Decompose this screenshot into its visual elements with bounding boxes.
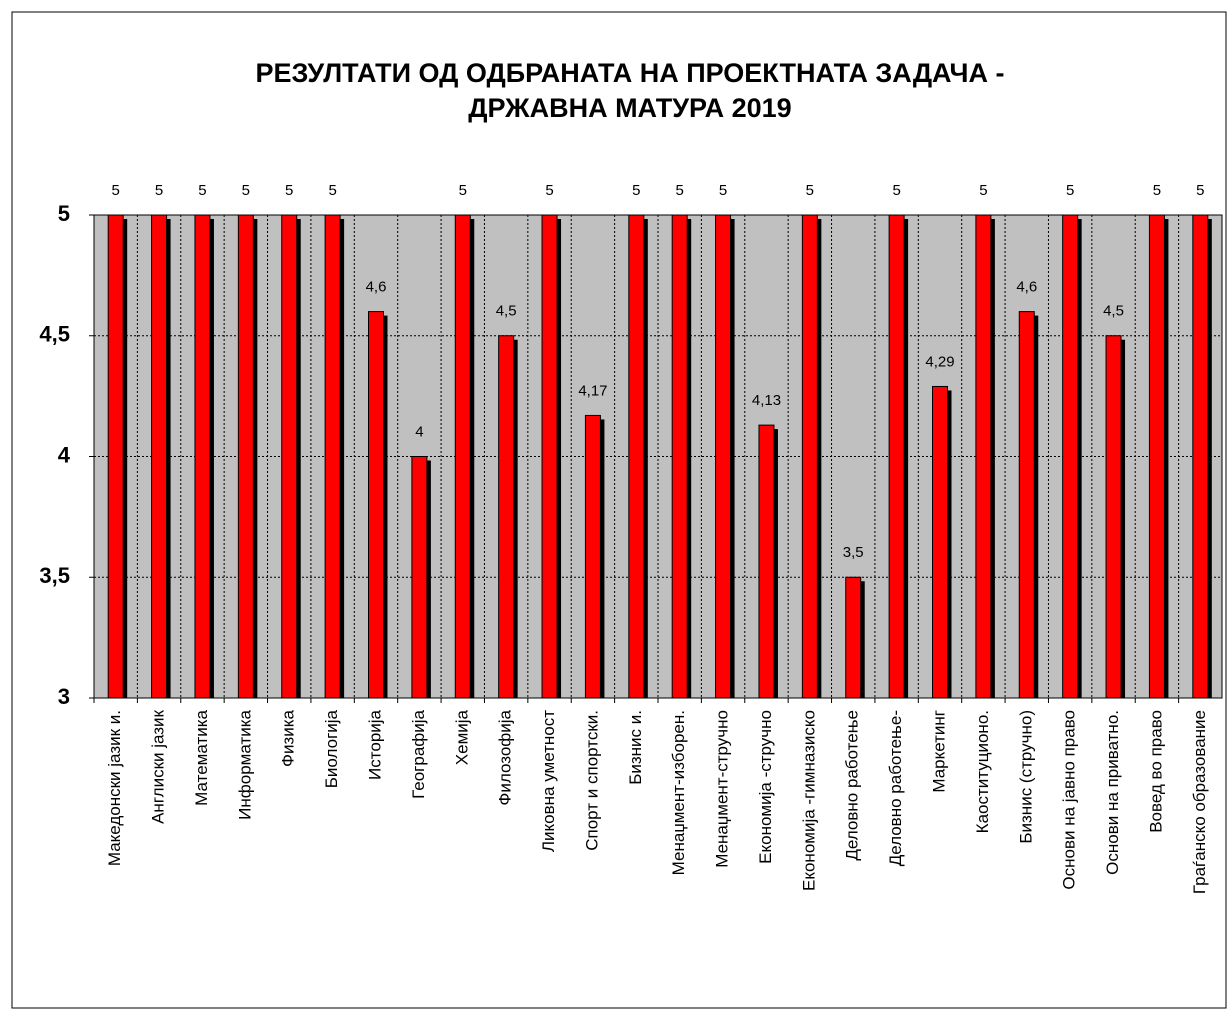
x-tick-label: Бизнис и. [626,710,645,785]
value-label: 5 [328,182,336,199]
bar [454,214,471,699]
value-label: 5 [112,182,120,199]
value-label: 5 [242,182,250,199]
bar [237,214,254,699]
bar [194,214,211,699]
bar [324,214,341,699]
x-tick-label: Географија [409,709,428,798]
x-tick-label: Информатика [235,709,254,819]
bar [628,214,645,699]
bar [932,385,948,699]
bar [975,214,992,699]
value-label: 4,6 [1016,279,1037,296]
bar [107,214,124,699]
bar [715,214,732,699]
y-tick-label: 4 [58,442,71,467]
y-tick-label: 4,5 [39,322,70,347]
x-tick-label: Англиски јазик [149,709,168,823]
bar [1148,214,1165,699]
bar [671,214,688,699]
x-tick-label: Менаџмент-стручно [713,710,732,868]
value-label: 4,5 [1103,303,1124,320]
bar [1018,311,1035,699]
bar [368,311,384,699]
bar [1192,214,1209,699]
x-tick-label: Историја [365,709,384,779]
x-tick-label: Биологија [322,709,341,788]
x-tick-label: Ликовна уметност [539,710,558,852]
value-label: 5 [632,182,640,199]
x-tick-label: Хемија [452,709,471,765]
x-tick-label: Менаџмент-изборен. [669,710,688,875]
bar [411,456,428,699]
value-label: 5 [1153,182,1161,199]
x-tick-label: Маркетинг [929,710,948,793]
value-label: 5 [806,182,814,199]
value-label: 5 [198,182,206,199]
y-tick-label: 3 [58,684,70,709]
value-label: 4,29 [925,353,954,370]
value-label: 5 [719,182,727,199]
x-tick-label: Спорт и спортски. [582,710,601,851]
bar [151,214,168,699]
plot-frame [93,214,1223,699]
bar [498,335,515,699]
value-label: 5 [285,182,293,199]
value-label: 5 [1066,182,1074,199]
x-tick-label: Физика [279,709,298,767]
y-tick-label: 5 [58,201,70,226]
bar [584,414,601,699]
x-tick-label: Граѓанско образование [1190,710,1209,894]
value-label: 3,5 [843,544,864,561]
value-label: 5 [892,182,900,199]
value-label: 4,13 [752,392,781,409]
value-label: 4,5 [496,303,517,320]
bar [845,576,862,699]
y-tick-label: 3,5 [39,563,70,588]
x-tick-label: Деловно работење- [886,710,905,866]
value-label: 4 [415,423,423,440]
value-label: 5 [1196,182,1204,199]
bar [541,214,558,699]
value-label: 5 [979,182,987,199]
x-tick-label: Деловно работење [843,710,862,861]
x-tick-label: Филозофија [496,709,515,805]
x-tick-label: Математика [192,709,211,805]
value-label: 4,6 [366,279,387,296]
x-tick-label: Основи на јавно право [1060,710,1079,890]
chart-title: ДРЖАВНА МАТУРА 2019 [468,93,791,123]
value-label: 4,17 [578,382,607,399]
bar [888,214,905,699]
x-tick-label: Бизнис (стручно) [1016,710,1035,844]
x-tick-label: Основи на приватно. [1103,710,1122,875]
value-label: 5 [545,182,553,199]
x-tick-label: Економија -стручно [756,710,775,864]
value-label: 5 [676,182,684,199]
bar [801,214,818,699]
bar [281,214,298,699]
x-tick-label: Економија -гимназиско [799,710,818,891]
chart-title: РЕЗУЛТАТИ ОД ОДБРАНАТА НА ПРОЕКТНАТА ЗАД… [256,58,1005,88]
bar [1062,214,1079,699]
x-tick-label: Вовед во право [1146,710,1165,833]
x-tick-label: Македонски јазик и. [105,710,124,866]
x-tick-label: Каоституционо. [973,710,992,833]
value-label: 5 [155,182,163,199]
value-label: 5 [459,182,467,199]
bar [1105,335,1122,699]
bar [758,424,775,699]
